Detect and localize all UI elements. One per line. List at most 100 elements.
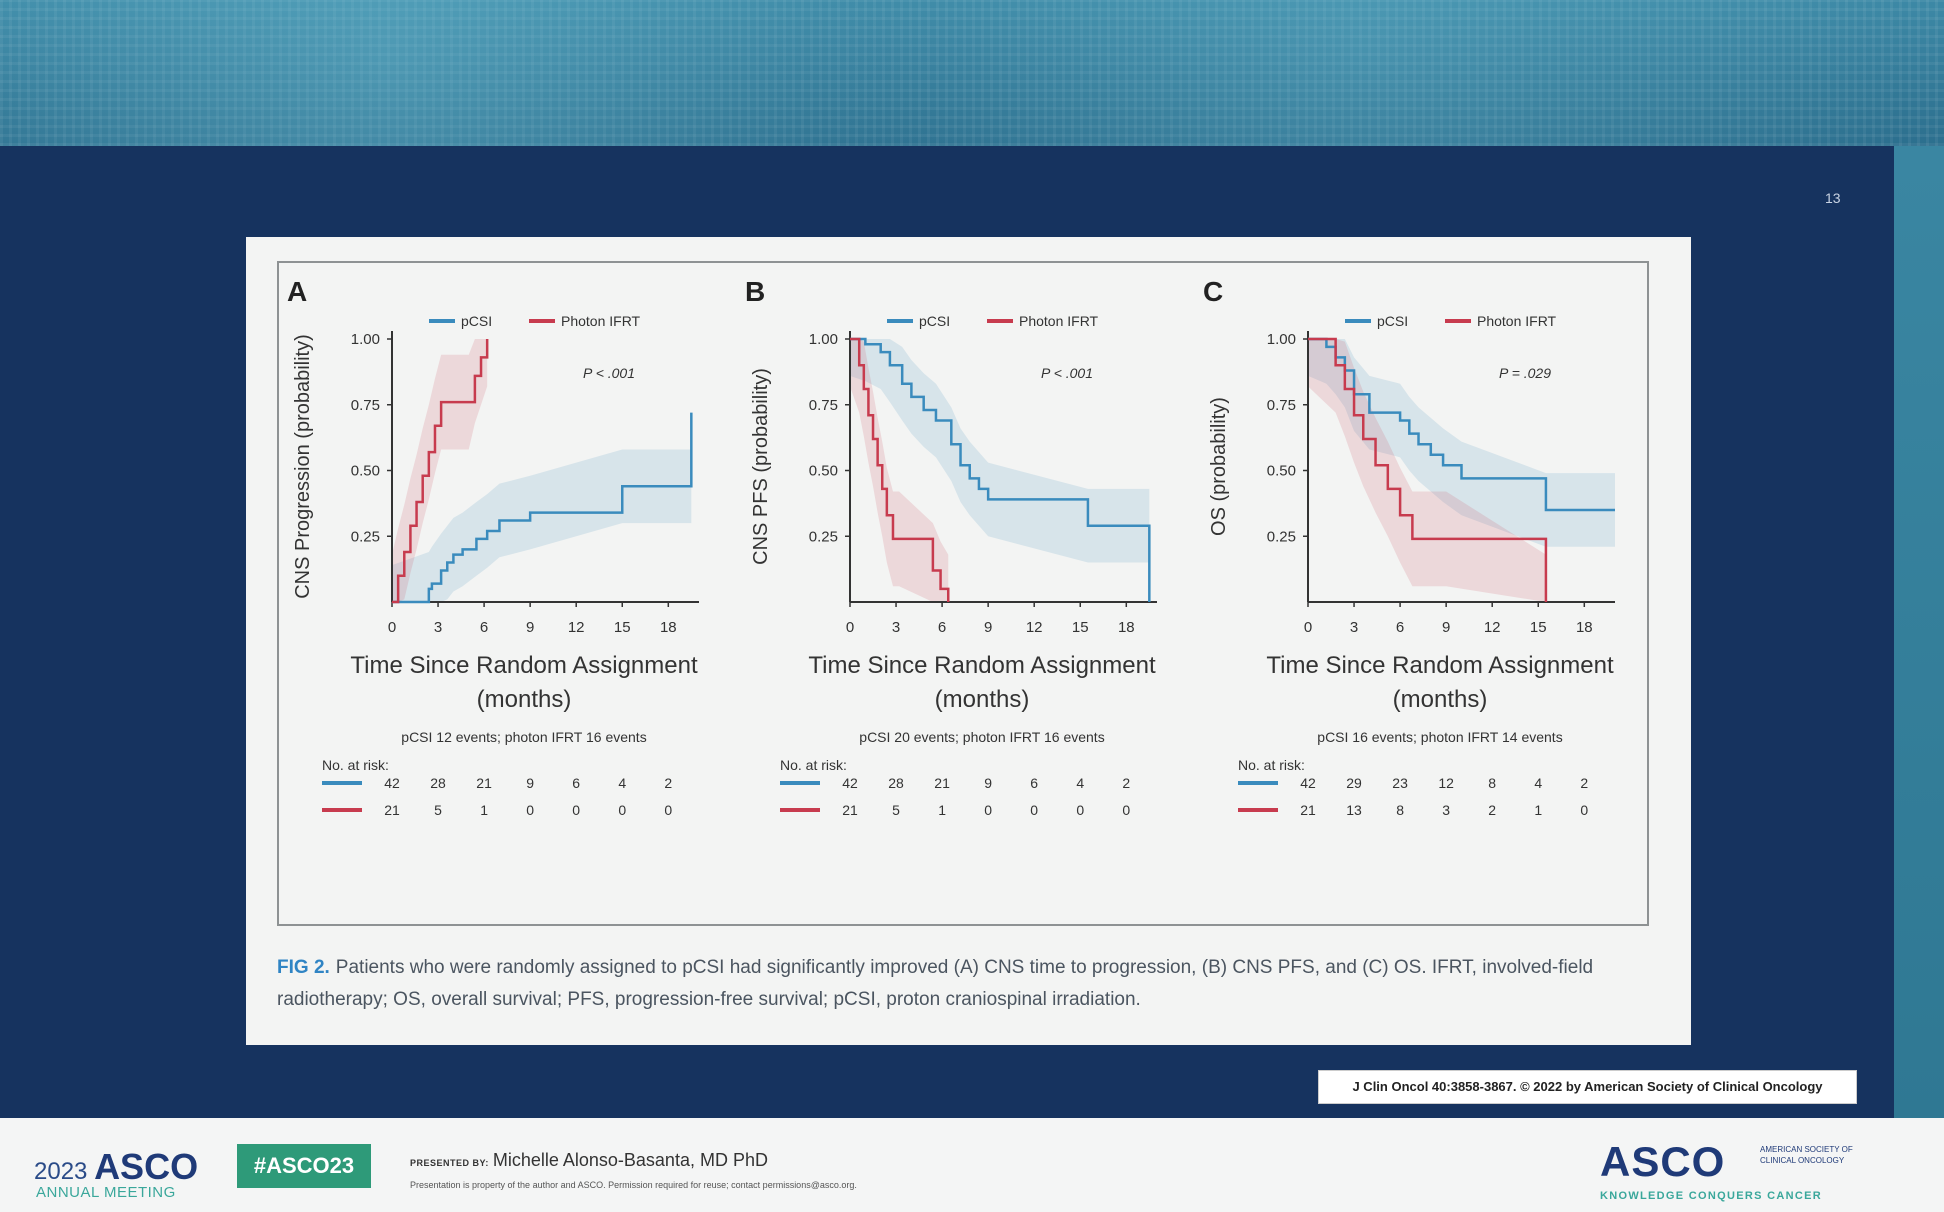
legend-label-pcsi: pCSI [919, 313, 950, 329]
risk-count-pcsi: 6 [1030, 775, 1038, 791]
risk-count-photon: 0 [572, 802, 580, 818]
x-tick-label: 6 [1396, 619, 1404, 636]
panel-letter: A [287, 276, 307, 307]
confidence-band [850, 339, 949, 602]
km-curve-pcsi [1308, 337, 1615, 512]
x-tick-label: 9 [984, 619, 992, 636]
x-tick-label: 9 [1442, 619, 1450, 636]
asco-society-name: AMERICAN SOCIETY OF CLINICAL ONCOLOGY [1760, 1145, 1853, 1165]
legend-label-pcsi: pCSI [461, 313, 492, 329]
y-tick-label: 0.25 [351, 528, 380, 545]
x-tick-label: 3 [1350, 619, 1358, 636]
x-tick-label: 3 [434, 619, 442, 636]
x-tick-label: 15 [614, 619, 631, 636]
x-tick-label: 0 [388, 619, 396, 636]
x-tick-label: 18 [1576, 619, 1593, 636]
risk-count-pcsi: 4 [1076, 775, 1084, 791]
y-tick-label: 0.75 [1267, 397, 1296, 414]
x-tick-label: 12 [1484, 619, 1501, 636]
legend-label-photon: Photon IFRT [561, 313, 641, 329]
legend-label-photon: Photon IFRT [1477, 313, 1557, 329]
slide-number: 13 [1825, 190, 1841, 206]
meeting-subtitle: ANNUAL MEETING [36, 1184, 176, 1201]
hashtag-badge: #ASCO23 [237, 1144, 371, 1188]
risk-count-photon: 3 [1442, 802, 1450, 818]
x-axis-label-units: (months) [935, 686, 1030, 713]
panel-letter: B [745, 276, 765, 307]
x-tick-label: 0 [1304, 619, 1312, 636]
risk-table-title: No. at risk: [780, 757, 847, 773]
x-tick-label: 15 [1530, 619, 1547, 636]
x-axis-label-units: (months) [477, 686, 572, 713]
risk-count-pcsi: 28 [888, 775, 904, 791]
risk-count-photon: 0 [1030, 802, 1038, 818]
x-tick-label: 3 [892, 619, 900, 636]
caption-text: Patients who were randomly assigned to p… [277, 957, 1594, 1010]
footer: 2023 ASCO ANNUAL MEETING #ASCO23 PRESENT… [0, 1118, 1944, 1212]
y-tick-label: 1.00 [809, 331, 838, 348]
risk-count-pcsi: 2 [1580, 775, 1588, 791]
x-tick-label: 15 [1072, 619, 1089, 636]
risk-count-photon: 0 [1580, 802, 1588, 818]
meeting-logo: 2023 ASCO [34, 1146, 198, 1188]
risk-count-photon: 8 [1396, 802, 1404, 818]
x-tick-label: 0 [846, 619, 854, 636]
x-tick-label: 9 [526, 619, 534, 636]
x-tick-label: 12 [1026, 619, 1043, 636]
citation: J Clin Oncol 40:3858-3867. © 2022 by Ame… [1318, 1070, 1857, 1104]
risk-count-pcsi: 42 [842, 775, 858, 791]
risk-count-pcsi: 12 [1438, 775, 1454, 791]
risk-count-photon: 2 [1488, 802, 1496, 818]
p-value: P < .001 [1041, 365, 1093, 381]
confidence-band [392, 375, 692, 602]
risk-count-photon: 13 [1346, 802, 1362, 818]
p-value: P < .001 [583, 365, 635, 381]
conference-background [0, 0, 1944, 146]
risk-count-pcsi: 42 [1300, 775, 1316, 791]
risk-count-pcsi: 6 [572, 775, 580, 791]
figure-caption: FIG 2. Patients who were randomly assigne… [277, 952, 1657, 1016]
risk-count-photon: 21 [842, 802, 858, 818]
km-curve-pcsi [850, 337, 1151, 602]
risk-count-photon: 21 [1300, 802, 1316, 818]
risk-count-photon: 0 [1076, 802, 1084, 818]
x-axis-label-units: (months) [1393, 686, 1488, 713]
risk-count-photon: 1 [1534, 802, 1542, 818]
x-tick-label: 12 [568, 619, 585, 636]
km-curve-photon [1308, 337, 1548, 602]
y-tick-label: 1.00 [1267, 331, 1296, 348]
risk-count-pcsi: 9 [526, 775, 534, 791]
risk-count-pcsi: 21 [476, 775, 492, 791]
risk-count-photon: 1 [938, 802, 946, 818]
panel-letter: C [1203, 276, 1223, 307]
risk-count-photon: 0 [664, 802, 672, 818]
y-axis-label: CNS PFS (probability) [750, 368, 772, 565]
y-tick-label: 0.25 [1267, 528, 1296, 545]
risk-count-pcsi: 28 [430, 775, 446, 791]
y-tick-label: 0.25 [809, 528, 838, 545]
risk-count-photon: 0 [618, 802, 626, 818]
background-strip [1894, 146, 1944, 1118]
events-summary: pCSI 12 events; photon IFRT 16 events [401, 729, 646, 745]
risk-count-photon: 0 [1122, 802, 1130, 818]
risk-count-pcsi: 8 [1488, 775, 1496, 791]
confidence-band [1308, 339, 1546, 602]
risk-count-pcsi: 29 [1346, 775, 1362, 791]
risk-count-pcsi: 21 [934, 775, 950, 791]
x-tick-label: 18 [660, 619, 677, 636]
x-axis-label: Time Since Random Assignment [808, 652, 1156, 679]
presenter: PRESENTED BY: Michelle Alonso-Basanta, MD… [410, 1150, 768, 1171]
risk-count-photon: 21 [384, 802, 400, 818]
y-axis-label: CNS Progression (probability) [292, 334, 314, 599]
risk-count-photon: 1 [480, 802, 488, 818]
legend-label-pcsi: pCSI [1377, 313, 1408, 329]
x-tick-label: 6 [938, 619, 946, 636]
x-tick-label: 6 [480, 619, 488, 636]
asco-logo: ASCO [1600, 1138, 1726, 1185]
km-curve-photon [392, 339, 489, 604]
risk-table-title: No. at risk: [1238, 757, 1305, 773]
y-tick-label: 0.50 [809, 463, 838, 480]
